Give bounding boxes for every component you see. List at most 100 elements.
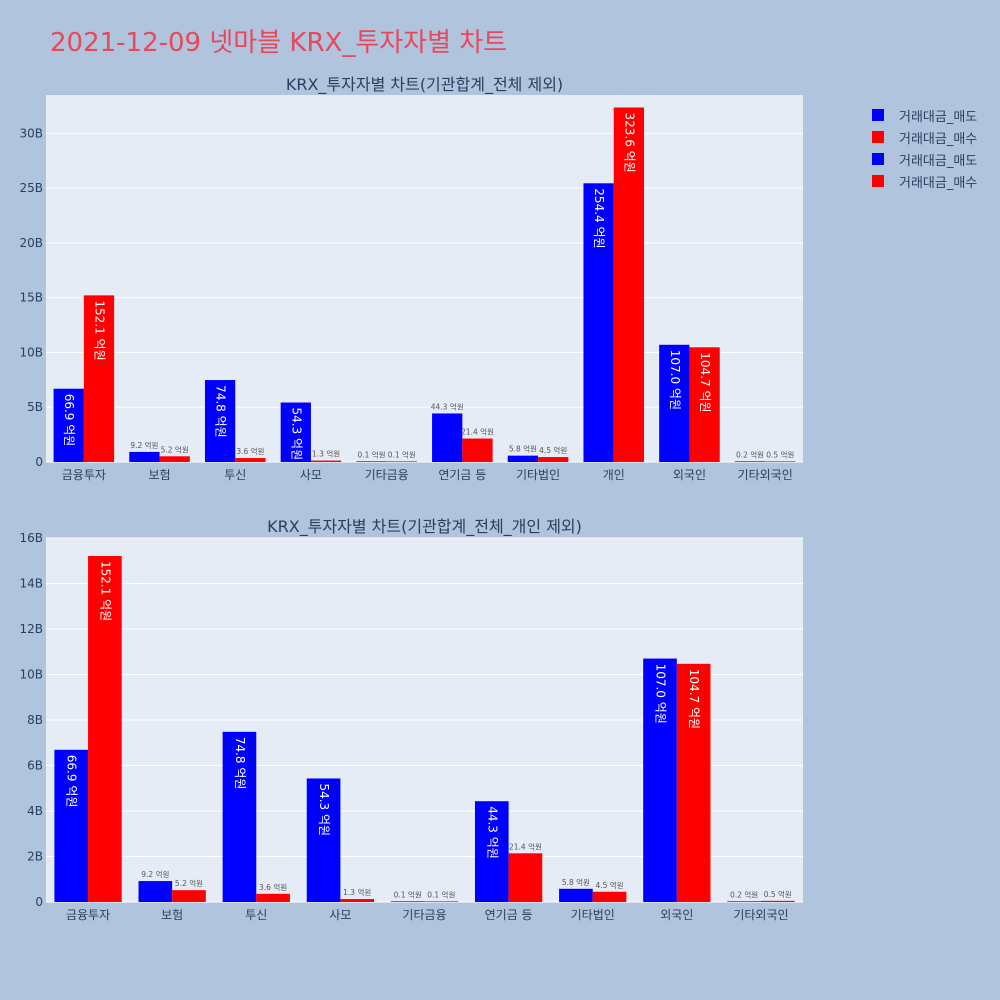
legend-swatch-sell-2	[872, 153, 884, 165]
x-tick-label: 보험	[149, 468, 171, 482]
bar-sell	[222, 731, 257, 902]
bar-buy	[256, 893, 290, 902]
bar-sell	[583, 183, 614, 462]
x-tick-label: 기타금융	[402, 908, 446, 922]
data-label: 5.8 억원	[562, 878, 590, 887]
y-tick-label: 30B	[19, 126, 43, 140]
bar-buy	[765, 461, 796, 462]
x-tick-label: 금융투자	[66, 908, 110, 922]
x-tick-label: 사모	[300, 468, 322, 482]
bar-sell	[129, 451, 160, 462]
data-label: 66.9 억원	[65, 755, 79, 808]
x-tick-label: 기타외국인	[738, 468, 793, 482]
legend-label-sell-1: 거래대금_매도	[899, 109, 978, 125]
data-label: 0.5 억원	[764, 890, 792, 899]
x-tick-label: 연기금 등	[485, 908, 533, 922]
y-tick-label: 25B	[19, 181, 43, 195]
bar-buy	[88, 555, 122, 902]
data-label: 0.1 억원	[357, 450, 385, 459]
y-tick-label: 6B	[27, 759, 43, 773]
x-tick-label: 금융투자	[62, 468, 106, 482]
x-tick-label: 기타금융	[365, 468, 409, 482]
bar-buy	[159, 456, 190, 462]
legend-swatch-buy-1	[872, 131, 884, 143]
y-tick-label: 12B	[19, 622, 43, 636]
x-tick-label: 보험	[161, 908, 183, 922]
data-label: 9.2 억원	[130, 441, 158, 450]
data-label: 104.7 억원	[698, 352, 712, 412]
x-tick-label: 외국인	[673, 468, 706, 482]
chart-excluding-institution-total: 0 5B 10B 15B 20B 25B 30B KRX_투자자별 차트(기관합계_전체 제외…	[19, 75, 803, 482]
bar-buy	[676, 663, 711, 902]
y-tick-label: 0	[35, 895, 43, 909]
y-tick-label: 8B	[27, 713, 43, 727]
legend-item-sell-2[interactable]: 거래대금_매도	[872, 148, 977, 170]
bar-buy	[83, 295, 115, 462]
chart-title: KRX_투자자별 차트(기관합계_전체 제외)	[286, 75, 563, 95]
data-label: 21.4 억원	[461, 428, 494, 437]
data-label: 104.7 억원	[687, 669, 701, 729]
x-tick-label: 투신	[224, 468, 246, 482]
y-tick-label: 14B	[19, 577, 43, 591]
x-tick-label: 투신	[245, 908, 267, 922]
y-tick-label: 2B	[27, 850, 43, 864]
legend-item-sell-1[interactable]: 거래대금_매도	[872, 104, 977, 126]
x-tick-label: 기타법인	[516, 468, 560, 482]
data-label: 0.1 억원	[427, 890, 455, 899]
data-label: 107.0 억원	[654, 664, 668, 724]
bar-buy	[689, 347, 720, 462]
bar-sell	[390, 901, 425, 902]
data-label: 44.3 억원	[431, 402, 464, 411]
bar-sell	[659, 344, 690, 462]
data-label: 152.1 억원	[92, 300, 106, 360]
legend-label-sell-2: 거래대금_매도	[899, 153, 978, 169]
legend-item-buy-1[interactable]: 거래대금_매수	[872, 126, 977, 148]
page-title: 2021-12-09 넷마블 KRX_투자자별 차트	[50, 28, 508, 58]
bar-sell	[432, 413, 463, 462]
legend-label-buy-2: 거래대금_매수	[899, 175, 978, 191]
legend-item-buy-2[interactable]: 거래대금_매수	[872, 170, 977, 192]
data-label: 5.8 억원	[509, 445, 537, 454]
data-label: 5.2 억원	[175, 879, 203, 888]
bar-sell	[53, 388, 84, 462]
data-label: 0.2 억원	[736, 450, 764, 459]
x-tick-label: 개인	[603, 468, 625, 482]
bar-buy	[760, 900, 795, 902]
bar-sell	[356, 461, 387, 462]
data-label: 1.3 억원	[312, 450, 340, 459]
bar-buy	[592, 891, 627, 902]
x-tick-label: 연기금 등	[438, 468, 486, 482]
bar-buy	[172, 890, 206, 902]
data-label: 0.1 억원	[394, 890, 422, 899]
data-label: 5.2 억원	[161, 445, 189, 454]
y-tick-label: 0	[35, 455, 43, 469]
bar-sell	[306, 778, 341, 902]
bar-sell	[643, 658, 677, 902]
bar-sell	[474, 801, 509, 902]
bar-buy	[386, 461, 417, 462]
bar-sell	[559, 888, 593, 902]
data-label: 74.8 억원	[233, 737, 247, 790]
data-label: 152.1 억원	[98, 561, 112, 621]
y-tick-label: 20B	[19, 236, 43, 250]
data-label: 3.6 억원	[236, 447, 264, 456]
legend-swatch-buy-2	[872, 175, 884, 187]
bar-sell	[280, 402, 311, 462]
x-tick-label: 기타법인	[571, 908, 615, 922]
y-tick-label: 10B	[19, 345, 43, 359]
data-label: 54.3 억원	[317, 783, 331, 836]
data-label: 4.5 억원	[539, 446, 567, 455]
data-label: 0.2 억원	[730, 890, 758, 899]
y-tick-label: 10B	[19, 668, 43, 682]
legend-label-buy-1: 거래대금_매수	[899, 131, 978, 147]
data-label: 3.6 억원	[259, 883, 287, 892]
bar-sell	[138, 881, 173, 902]
data-label: 66.9 억원	[62, 394, 76, 447]
data-label: 4.5 억원	[595, 881, 623, 890]
bar-sell	[204, 380, 236, 462]
data-label: 323.6 억원	[622, 112, 636, 172]
bar-buy	[424, 901, 459, 902]
data-label: 9.2 억원	[141, 870, 169, 879]
bar-sell	[734, 461, 766, 462]
bar-buy	[538, 457, 569, 462]
